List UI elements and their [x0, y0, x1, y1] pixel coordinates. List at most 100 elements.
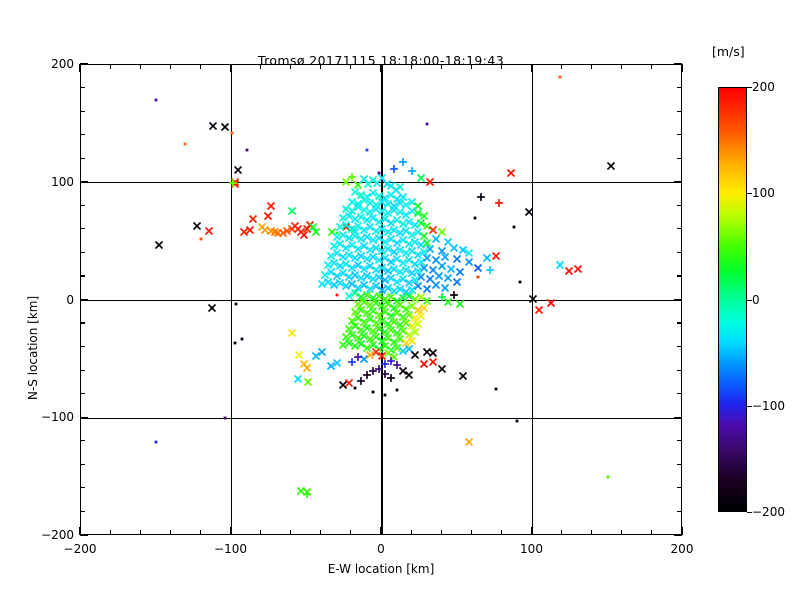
scatter-marker — [383, 334, 393, 343]
scatter-marker — [362, 370, 371, 379]
scatter-marker — [383, 244, 393, 253]
scatter-marker — [353, 386, 357, 390]
colorbar-tick — [747, 299, 752, 301]
x-axis-tick — [260, 530, 262, 535]
scatter-marker — [389, 225, 399, 234]
scatter-marker — [450, 290, 459, 299]
scatter-marker — [350, 308, 360, 317]
scatter-marker — [438, 262, 447, 271]
scatter-marker — [293, 375, 302, 384]
scatter-marker — [326, 268, 335, 277]
scatter-marker — [287, 224, 296, 233]
scatter-marker — [438, 364, 447, 373]
scatter-marker — [365, 335, 375, 344]
x-axis-tick — [109, 64, 111, 69]
scatter-marker — [407, 197, 417, 206]
scatter-marker — [371, 348, 381, 357]
y-axis-tick — [80, 86, 85, 89]
gridline-horizontal — [81, 182, 681, 184]
scatter-marker — [266, 226, 275, 236]
scatter-marker — [365, 245, 375, 254]
scatter-marker — [350, 231, 360, 240]
scatter-marker — [407, 285, 417, 294]
x-axis-tick — [109, 530, 111, 535]
x-axis-tick — [410, 64, 412, 69]
scatter-marker — [332, 249, 341, 258]
scatter-marker — [401, 304, 411, 313]
plot-area[interactable] — [80, 64, 682, 535]
scatter-marker — [407, 322, 417, 331]
scatter-marker — [414, 282, 423, 291]
scatter-marker — [429, 265, 438, 274]
scatter-marker — [295, 350, 304, 359]
scatter-marker — [444, 274, 453, 283]
scatter-marker — [459, 245, 468, 254]
scatter-marker — [444, 297, 453, 306]
scatter-marker — [465, 249, 474, 258]
y-axis-tick — [80, 487, 85, 489]
scatter-marker — [438, 228, 447, 237]
y-tick-label: 200 — [51, 57, 74, 71]
x-axis-tick — [229, 64, 232, 72]
colorbar-tick — [747, 512, 752, 514]
scatter-marker — [302, 489, 311, 498]
scatter-marker — [386, 345, 396, 355]
scatter-marker — [383, 266, 393, 276]
y-axis-tick — [80, 251, 85, 253]
scatter-marker — [365, 262, 375, 271]
scatter-marker — [350, 289, 360, 298]
y-axis-tick — [80, 228, 85, 230]
scatter-marker — [425, 122, 429, 126]
x-axis-tick — [530, 527, 533, 535]
scatter-marker — [347, 197, 356, 206]
scatter-marker — [515, 419, 519, 423]
x-axis-tick — [651, 530, 653, 535]
x-axis-tick — [621, 64, 623, 69]
gridline-horizontal — [81, 299, 681, 302]
scatter-marker — [341, 282, 350, 291]
scatter-marker — [426, 244, 435, 253]
x-axis-tick — [591, 530, 593, 535]
scatter-marker — [432, 235, 441, 244]
scatter-marker — [240, 337, 244, 341]
y-axis-tick — [80, 204, 85, 206]
scatter-marker — [441, 252, 450, 262]
scatter-marker — [347, 279, 356, 289]
scatter-marker — [398, 312, 408, 322]
scatter-marker — [447, 264, 456, 273]
scatter-marker — [344, 250, 353, 259]
scatter-marker — [429, 225, 438, 234]
scatter-marker — [401, 338, 411, 347]
colorbar-tick — [747, 405, 752, 407]
scatter-marker — [317, 279, 326, 289]
scatter-marker — [407, 246, 417, 256]
scatter-marker — [417, 218, 426, 227]
scatter-marker — [606, 475, 610, 479]
scatter-marker — [350, 215, 360, 224]
x-axis-tick — [621, 530, 623, 535]
scatter-marker — [420, 248, 429, 257]
scatter-marker — [456, 268, 465, 277]
scatter-marker — [435, 271, 444, 280]
scatter-marker — [407, 206, 417, 216]
scatter-marker — [299, 359, 308, 369]
scatter-marker — [420, 231, 429, 240]
colorbar-tick — [747, 193, 752, 195]
scatter-marker — [320, 270, 329, 279]
scatter-marker — [432, 281, 441, 290]
scatter-marker — [398, 367, 408, 376]
scatter-marker — [391, 185, 400, 194]
scatter-marker — [411, 237, 420, 246]
scatter-marker — [359, 196, 369, 205]
scatter-marker — [221, 123, 230, 132]
x-axis-label: E-W location [km] — [327, 562, 435, 576]
scatter-marker — [347, 224, 356, 233]
scatter-marker — [389, 303, 399, 312]
scatter-marker — [341, 204, 350, 213]
scatter-marker — [395, 388, 399, 392]
y-axis-tick — [80, 393, 85, 395]
colorbar[interactable] — [718, 87, 747, 512]
scatter-marker — [192, 222, 201, 231]
y-axis-tick — [677, 134, 682, 136]
